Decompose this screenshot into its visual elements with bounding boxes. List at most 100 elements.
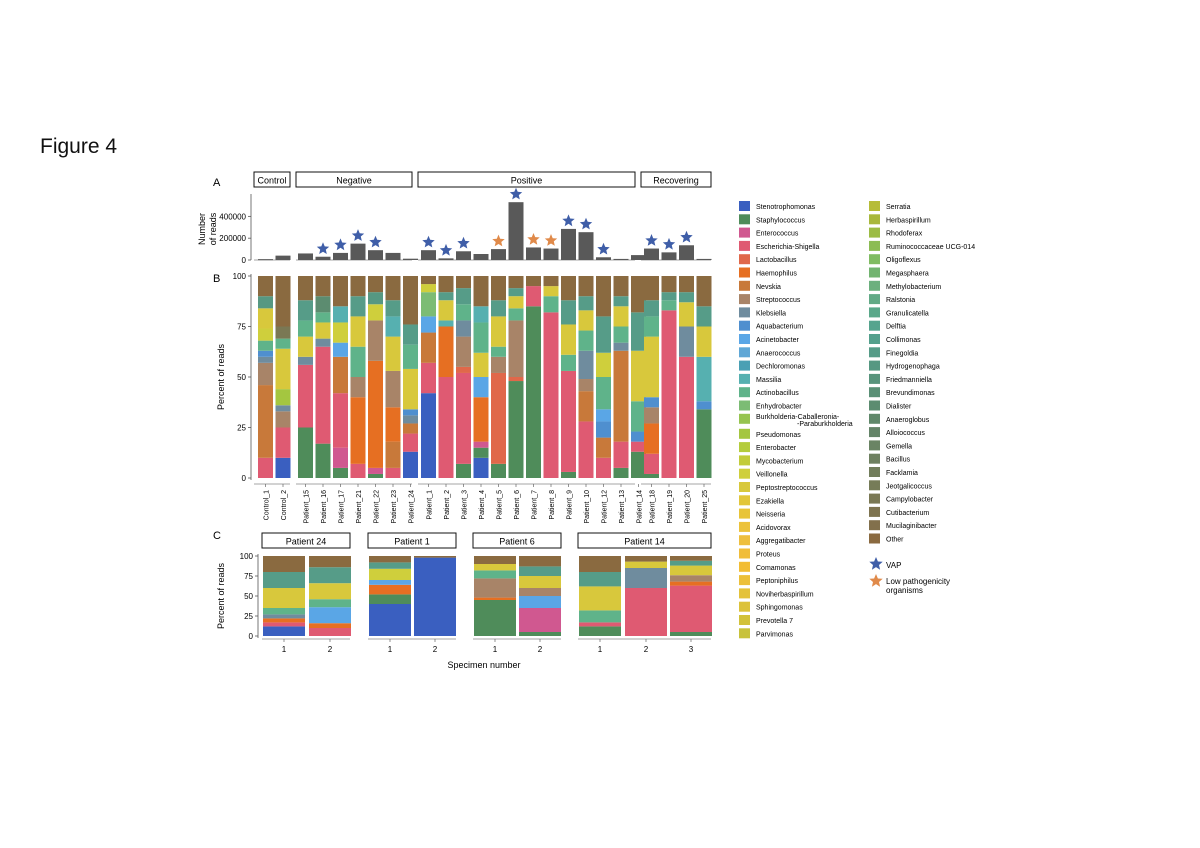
legend-label-klebsiella: Klebsiella	[756, 310, 786, 317]
vap-star-patient-1	[422, 235, 435, 248]
legend-swatch-escherichia-shigella	[739, 240, 750, 251]
segment-patient-3-lactobacillus	[456, 366, 471, 373]
segment-patient-10-other	[578, 276, 594, 297]
segment-patient-16-dialister	[315, 296, 331, 313]
segment-patient-4-other	[473, 276, 489, 307]
facet-label-positive: Positive	[511, 176, 543, 186]
panel-b-composition: 0 25 50 75 100 Percent of reads Control_1 Contr…	[216, 272, 712, 523]
segment-patient-6-finegoldia	[508, 288, 524, 297]
legend-label-mucilaginibacter: Mucilaginibacter	[886, 523, 937, 530]
legend-swatch-gemella	[869, 440, 880, 451]
segment-patient-16-escherichia-shigella	[315, 346, 331, 444]
facet-label-patient-1: Patient 1	[394, 537, 430, 547]
legend-swatch-campylobacter	[869, 493, 880, 504]
segment-patient-7-other	[526, 276, 541, 287]
segment-patient-15-peptostreptococcus	[298, 336, 313, 357]
segment-patient-16-other	[315, 276, 331, 297]
segment-patient-21-actinobacillus	[350, 346, 366, 377]
legend-swatch-cutibacterium	[869, 506, 880, 517]
segment-patient-5-lactobacillus	[491, 372, 506, 464]
vap-star-patient-19	[662, 237, 676, 250]
segment-patient-6-other	[508, 276, 524, 289]
segment-patient-16-staphylococcus	[315, 443, 331, 478]
segment-patient-22-haemophilus	[368, 360, 383, 468]
segment-patient-4-haemophilus	[473, 397, 489, 442]
segment-patient-1-1-acinetobacter	[369, 580, 411, 585]
segment-patient-14-3-other	[670, 556, 712, 561]
segment-patient-20-other	[679, 276, 694, 293]
panel-b-y-tick-label: 0	[242, 474, 247, 483]
segment-patient-24-peptostreptococcus	[403, 368, 418, 410]
legend-swatch-friedmanniella	[869, 373, 880, 384]
segment-patient-5-finegoldia	[491, 300, 506, 317]
segment-patient-3-finegoldia	[456, 288, 471, 305]
segment-patient-24-1-haemophilus	[263, 618, 305, 623]
segment-patient-21-other	[350, 276, 366, 297]
segment-patient-18-actinobacillus	[644, 316, 659, 337]
segment-patient-1-other	[421, 276, 436, 285]
legend-low-pathogenicity-label-1: Low pathogenicity	[886, 577, 950, 586]
segment-patient-6-1-actinobacillus	[474, 570, 516, 579]
panel-label-a: A	[213, 177, 221, 189]
segment-patient-1-1-other	[369, 556, 411, 563]
segment-patient-14-3-streptococcus	[670, 575, 712, 582]
segment-patient-23-nevskia	[385, 441, 401, 468]
sample-label-patient-7: Patient_7	[532, 490, 539, 520]
legend-label-pseudomonas: Pseudomonas	[756, 432, 801, 439]
segment-patient-4-acinetobacter	[473, 377, 489, 398]
segment-patient-18-finegoldia	[644, 300, 659, 317]
segment-patient-24-2-other	[309, 556, 351, 568]
segment-patient-6-streptococcus	[508, 320, 524, 377]
segment-patient-6-1-haemophilus	[474, 597, 516, 600]
panel-a-y-label-1: Number	[197, 213, 207, 245]
segment-patient-10-peptostreptococcus	[578, 310, 594, 331]
facet-label-recovering: Recovering	[653, 176, 699, 186]
legend-label-finegoldia: Finegoldia	[886, 350, 918, 357]
read-bar-patient-6	[508, 202, 524, 260]
sample-label-patient-8: Patient_8	[549, 490, 556, 520]
panel-a-y-tick-label: 400000	[219, 212, 246, 221]
segment-patient-15-finegoldia	[298, 300, 313, 321]
segment-patient-13-peptostreptococcus	[613, 306, 629, 327]
panel-c-x-label: Specimen number	[447, 660, 520, 670]
segment-patient-5-peptostreptococcus	[491, 316, 506, 347]
segment-patient-22-veillonella	[368, 304, 383, 321]
legend-label-acidovorax: Acidovorax	[756, 525, 791, 532]
segment-patient-1-2-other	[414, 556, 456, 558]
segment-patient-14-3-haemophilus	[670, 581, 712, 586]
legend-label-megasphaera: Megasphaera	[886, 271, 929, 278]
legend-label-aggregatibacter: Aggregatibacter	[756, 538, 806, 545]
segment-patient-7-escherichia-shigella	[526, 286, 541, 307]
segment-patient-23-streptococcus	[385, 370, 401, 408]
segment-patient-17-enterococcus	[333, 447, 348, 468]
segment-patient-16-klebsiella	[315, 338, 331, 347]
segment-patient-3-streptococcus	[456, 336, 471, 367]
segment-patient-14-3-peptostreptococcus	[670, 565, 712, 576]
segment-patient-14-staphylococcus	[631, 451, 646, 478]
segment-patient-14-2-klebsiella	[625, 568, 667, 588]
legend-swatch-finegoldia	[869, 347, 880, 358]
sample-label-patient-21: Patient_21	[356, 490, 363, 524]
sample-label-patient-9: Patient_9	[567, 490, 574, 520]
segment-patient-10-klebsiella	[578, 350, 594, 380]
segment-control-1-other	[258, 276, 273, 297]
panel-a-y-tick-label: 200000	[219, 234, 246, 243]
read-bar-patient-7	[526, 247, 541, 260]
vap-star-patient-16	[316, 242, 330, 254]
segment-patient-17-acinetobacter	[333, 342, 348, 357]
segment-patient-14-other	[631, 276, 646, 313]
read-bar-patient-16	[315, 256, 331, 260]
segment-patient-19-actinobacillus	[661, 300, 677, 311]
segment-patient-24-klebsiella	[403, 415, 418, 424]
segment-patient-6-lactobacillus	[508, 377, 524, 382]
legend-swatch-facklamia	[869, 467, 880, 477]
read-bar-patient-12	[596, 257, 611, 260]
read-bar-patient-10	[578, 232, 594, 260]
segment-patient-23-other	[385, 276, 401, 301]
segment-patient-18-escherichia-shigella	[644, 453, 659, 474]
segment-patient-3-klebsiella	[456, 320, 471, 337]
segment-patient-12-finegoldia	[596, 316, 611, 353]
legend-label-neisseria: Neisseria	[756, 512, 785, 519]
read-bar-control-1	[258, 259, 273, 261]
legend-label-alloiococcus: Alloiococcus	[886, 430, 925, 437]
